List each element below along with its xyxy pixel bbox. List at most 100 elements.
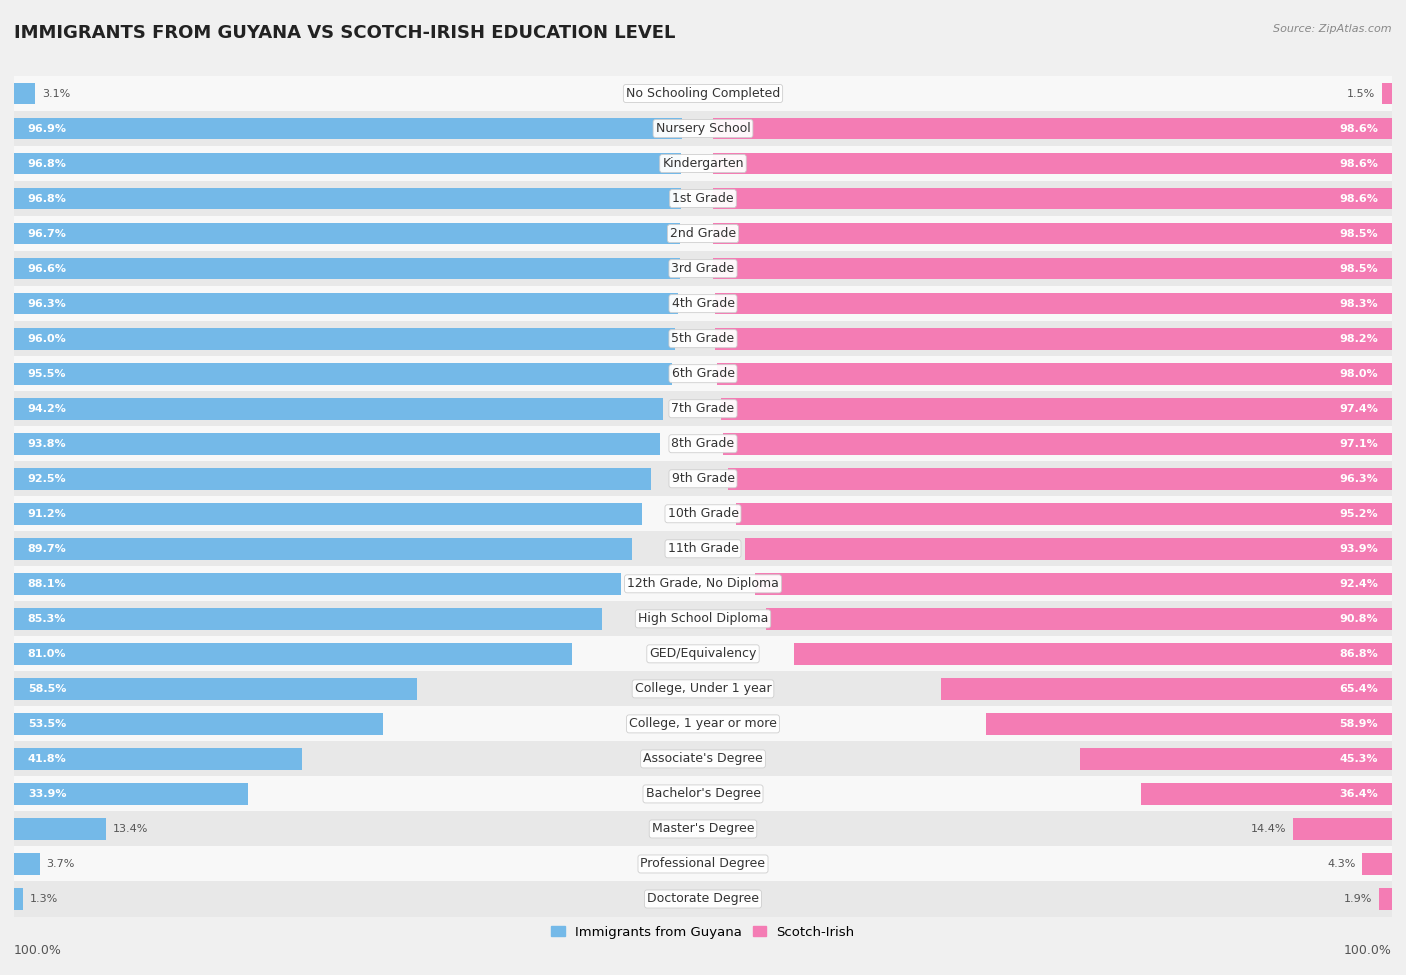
Bar [14,706,1392,741]
Bar [14,672,1392,706]
Text: 1.5%: 1.5% [1347,89,1375,98]
Bar [14,76,1392,111]
Text: 90.8%: 90.8% [1340,614,1378,624]
Text: 96.6%: 96.6% [28,263,67,274]
Text: Professional Degree: Professional Degree [641,857,765,871]
Text: 93.8%: 93.8% [28,439,66,448]
Text: 85.3%: 85.3% [28,614,66,624]
Text: Nursery School: Nursery School [655,122,751,136]
Text: 98.0%: 98.0% [1340,369,1378,378]
Bar [14,881,1392,916]
Bar [14,252,1392,286]
Text: 81.0%: 81.0% [28,648,66,659]
Text: 100.0%: 100.0% [1344,945,1392,957]
Text: 100.0%: 100.0% [14,945,62,957]
Bar [1379,888,1392,910]
Text: Bachelor's Degree: Bachelor's Degree [645,788,761,800]
Bar [721,398,1392,419]
Bar [14,321,1392,356]
Bar [986,713,1392,735]
Text: 13.4%: 13.4% [114,824,149,834]
Text: College, 1 year or more: College, 1 year or more [628,718,778,730]
Bar [14,188,681,210]
Text: 14.4%: 14.4% [1250,824,1286,834]
Bar [766,608,1392,630]
Bar [14,461,1392,496]
Text: 10th Grade: 10th Grade [668,507,738,521]
Text: 53.5%: 53.5% [28,719,66,729]
Text: 36.4%: 36.4% [1340,789,1378,799]
Bar [14,608,602,630]
Bar [14,433,661,454]
Bar [1382,83,1392,104]
Text: 12th Grade, No Diploma: 12th Grade, No Diploma [627,577,779,590]
Text: 8th Grade: 8th Grade [672,437,734,450]
Bar [14,566,1392,602]
Bar [14,391,1392,426]
Bar [14,222,681,245]
Text: 98.5%: 98.5% [1340,228,1378,239]
Bar [713,153,1392,175]
Bar [1362,853,1392,875]
Text: 58.9%: 58.9% [1340,719,1378,729]
Bar [14,496,1392,531]
Text: 98.2%: 98.2% [1340,333,1378,343]
Text: 5th Grade: 5th Grade [672,332,734,345]
Text: No Schooling Completed: No Schooling Completed [626,87,780,100]
Text: 95.5%: 95.5% [28,369,66,378]
Text: 11th Grade: 11th Grade [668,542,738,556]
Bar [14,146,1392,181]
Text: 33.9%: 33.9% [28,789,66,799]
Text: 1st Grade: 1st Grade [672,192,734,205]
Bar [14,83,35,104]
Bar [14,426,1392,461]
Text: 98.6%: 98.6% [1340,159,1378,169]
Text: 94.2%: 94.2% [28,404,66,413]
Bar [14,257,679,280]
Bar [716,328,1392,349]
Bar [14,713,382,735]
Text: 58.5%: 58.5% [28,683,66,694]
Text: 96.8%: 96.8% [28,159,66,169]
Bar [14,741,1392,776]
Text: 7th Grade: 7th Grade [672,403,734,415]
Text: 3.7%: 3.7% [46,859,75,869]
Bar [728,468,1392,489]
Text: 4th Grade: 4th Grade [672,297,734,310]
Text: 2nd Grade: 2nd Grade [669,227,737,240]
Bar [14,531,1392,566]
Bar [713,222,1392,245]
Bar [1292,818,1392,839]
Text: Master's Degree: Master's Degree [652,823,754,836]
Bar [14,356,1392,391]
Bar [14,678,418,700]
Bar [14,398,664,419]
Bar [14,853,39,875]
Text: 86.8%: 86.8% [1340,648,1378,659]
Bar [14,573,621,595]
Bar [14,538,633,560]
Text: Kindergarten: Kindergarten [662,157,744,170]
Bar [14,637,1392,672]
Bar [14,363,672,384]
Bar [14,181,1392,216]
Legend: Immigrants from Guyana, Scotch-Irish: Immigrants from Guyana, Scotch-Irish [546,920,860,944]
Bar [14,811,1392,846]
Bar [14,776,1392,811]
Text: Doctorate Degree: Doctorate Degree [647,892,759,906]
Bar [14,888,22,910]
Bar [14,783,247,804]
Bar [942,678,1392,700]
Bar [14,118,682,139]
Text: 98.6%: 98.6% [1340,194,1378,204]
Text: 95.2%: 95.2% [1340,509,1378,519]
Text: 6th Grade: 6th Grade [672,368,734,380]
Text: 1.3%: 1.3% [30,894,58,904]
Text: Associate's Degree: Associate's Degree [643,753,763,765]
Bar [14,846,1392,881]
Bar [14,748,302,770]
Bar [713,257,1392,280]
Bar [14,216,1392,252]
Bar [14,468,651,489]
Text: IMMIGRANTS FROM GUYANA VS SCOTCH-IRISH EDUCATION LEVEL: IMMIGRANTS FROM GUYANA VS SCOTCH-IRISH E… [14,24,675,42]
